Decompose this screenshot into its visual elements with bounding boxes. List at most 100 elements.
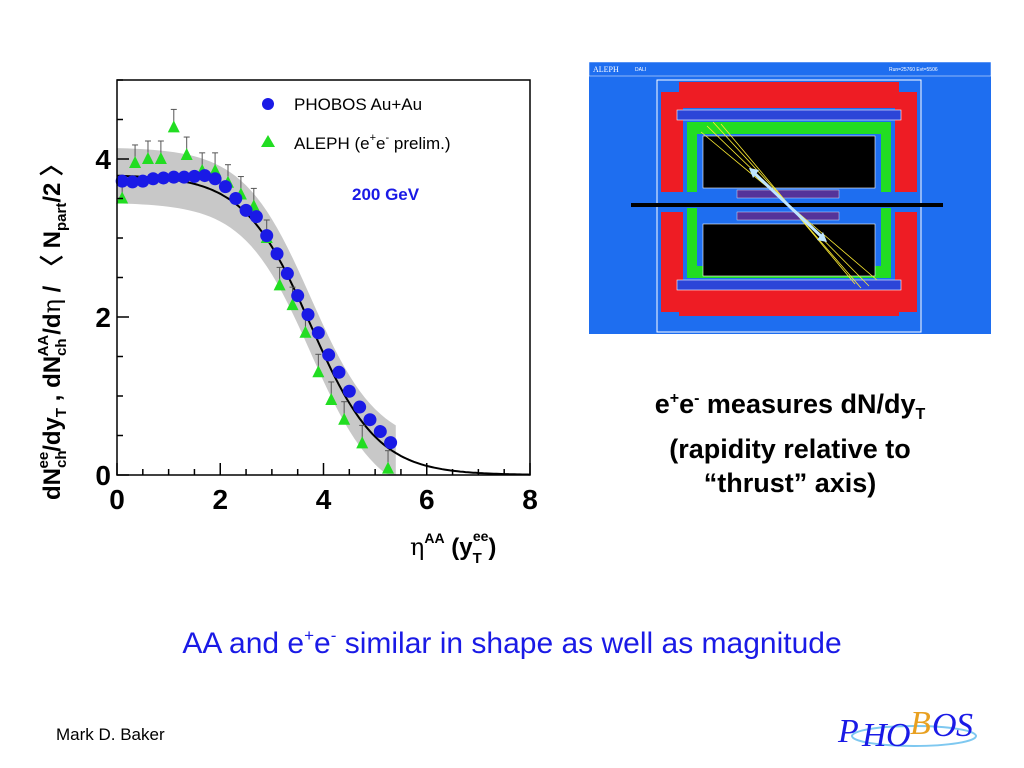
phobos-point [322, 348, 336, 362]
headline-part-3: similar in shape as well as magnitude [336, 627, 842, 660]
x-tick-label: 8 [522, 484, 538, 515]
aleph-point [325, 392, 338, 405]
headline-part-1: AA and e [182, 627, 305, 660]
chamber-top [702, 135, 876, 189]
tracker-right-bottom [881, 208, 891, 278]
logo-letter-o1: O [886, 717, 911, 754]
calorimeter-left-bottom [661, 212, 683, 312]
shell-bottom [676, 279, 902, 291]
aleph-point [116, 191, 129, 204]
legend-phobos-marker [262, 98, 274, 110]
calorimeter-top [679, 82, 899, 108]
logo-letter-b: B [910, 706, 931, 742]
calorimeter-right-top [895, 92, 917, 192]
legend: PHOBOS Au+Au ALEPH (e+e- prelim.) [261, 95, 451, 153]
tracker-left-bottom [687, 208, 697, 278]
logo-letter-o2: O [932, 707, 957, 744]
phobos-point [301, 308, 315, 322]
phobos-point [353, 400, 367, 414]
phobos-point [249, 210, 263, 224]
aleph-point [180, 148, 193, 161]
y-tick-label: 2 [95, 302, 111, 333]
phobos-point [198, 169, 212, 183]
phobos-point [156, 171, 170, 185]
chamber-bottom [702, 223, 876, 277]
caption-e2: e [679, 389, 695, 419]
phobos-point [208, 172, 222, 186]
headline-plus: + [304, 626, 315, 645]
event-run-info: Run=25760 Evt=5506 [889, 67, 938, 73]
thrust-axis [751, 170, 825, 240]
caption-line-1: e+e- measures dN/dyT [590, 382, 990, 432]
aleph-point [167, 120, 180, 133]
event-caption: e+e- measures dN/dyT (rapidity relative … [590, 382, 990, 500]
caption-measures: measures dN/dy [699, 389, 916, 419]
phobos-point [125, 175, 139, 189]
aleph-point [299, 325, 312, 338]
headline-minus: - [330, 626, 337, 645]
headline-part-2: e [314, 627, 331, 660]
vertex-bar-top [736, 189, 840, 199]
legend-phobos-label: PHOBOS Au+Au [294, 95, 422, 114]
calorimeter-right-bottom [895, 212, 917, 312]
caption-line-3: “thrust” axis) [703, 468, 877, 498]
phobos-point [229, 192, 243, 205]
aleph-event-display: ALEPH DALI Run=25760 Evt=5506 [589, 62, 991, 334]
caption-e1: e [654, 389, 670, 419]
phobos-point [146, 172, 160, 186]
legend-aleph-label: ALEPH (e+e- prelim.) [294, 132, 451, 153]
phobos-point [373, 425, 387, 439]
thrust-axis-arrow-up [749, 168, 759, 178]
aleph-point [286, 298, 299, 311]
phobos-point [187, 169, 201, 183]
phobos-point [177, 170, 191, 184]
caption-plus: + [669, 390, 680, 407]
phobos-point [260, 229, 274, 243]
aleph-point [338, 412, 351, 425]
legend-aleph-marker [261, 135, 275, 147]
logo-letter-p: P [837, 713, 859, 750]
x-tick-label: 2 [212, 484, 228, 515]
phobos-point [342, 384, 356, 398]
y-tick-label: 4 [95, 144, 111, 175]
slide-headline: AA and e+e- similar in shape as well as … [0, 626, 1024, 661]
aleph-point [129, 155, 142, 168]
aleph-point [154, 152, 167, 164]
tracker-left-top [687, 122, 697, 192]
aleph-point [312, 365, 325, 378]
phobos-point [384, 436, 398, 450]
energy-annotation: 200 GeV [352, 185, 420, 204]
logo-letter-s: S [956, 707, 973, 744]
thrust-axis-arrow-down [817, 232, 827, 242]
phobos-points-layer [115, 169, 398, 450]
phobos-point [363, 413, 377, 427]
caption-line-2: (rapidity relative to [669, 434, 911, 464]
y-tick-label: 0 [95, 460, 111, 491]
aleph-point [356, 436, 369, 449]
logo-swirl [851, 725, 977, 747]
x-tick-label: 4 [316, 484, 332, 515]
phobos-point [136, 174, 150, 188]
aleph-point [141, 152, 154, 164]
y-axis-title: dNchee/dyT , dNchAA/dη / 〈 Npart/2 〉 [35, 152, 70, 500]
tracker-right-top [881, 122, 891, 192]
x-axis-title: ηAA (yTee) [410, 528, 496, 567]
phobos-point [167, 170, 181, 184]
calorimeter-left-top [661, 92, 683, 192]
aleph-point [273, 278, 286, 291]
aleph-point [382, 461, 395, 474]
tracker-top [687, 122, 891, 134]
phobos-logo: P H O B O S [837, 706, 977, 754]
logo-letter-h: H [861, 717, 889, 754]
vertex-bar-bottom [736, 211, 840, 221]
phobos-point [280, 267, 294, 281]
phobos-point [239, 203, 253, 217]
x-tick-label: 6 [419, 484, 435, 515]
shell-top [676, 109, 902, 121]
calorimeter-bottom [679, 290, 899, 316]
caption-minus: - [694, 390, 700, 407]
author-name: Mark D. Baker [56, 725, 165, 744]
x-tick-label: 0 [109, 484, 125, 515]
event-header-bar [589, 62, 991, 77]
chart: 0 2 4 6 8 0 2 4 PHOBOS Au+Au ALEPH (e+e- prelim… [35, 79, 538, 567]
